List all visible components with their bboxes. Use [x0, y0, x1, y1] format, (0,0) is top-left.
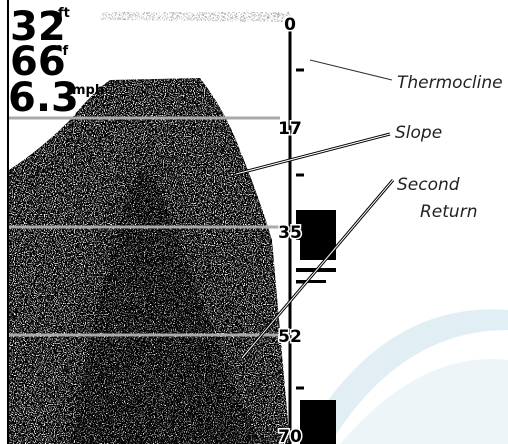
- depth-lines: [9, 116, 280, 337]
- temp-readout: 66: [10, 39, 66, 85]
- watermark: [300, 309, 508, 444]
- thermocline-band: [100, 12, 290, 22]
- depth-label: 17: [278, 119, 302, 139]
- fish-id-bars: [296, 210, 336, 444]
- speed-readout: 6.3: [8, 75, 79, 121]
- depth-label: 0: [284, 15, 296, 35]
- second-return-label: Second: [397, 175, 460, 195]
- depth-ticks: [296, 68, 304, 390]
- depth-label: 35: [278, 223, 302, 243]
- slope-label: Slope: [395, 123, 442, 143]
- second-return-core: [70, 172, 260, 444]
- second-return-leader-inner: [241, 179, 394, 359]
- slope-leader-inner: [235, 133, 391, 175]
- depth-unit: ft: [58, 6, 70, 21]
- thermocline-label: Thermocline: [397, 73, 503, 93]
- thermocline-leader: [309, 59, 393, 81]
- second-return-label: Return: [420, 202, 477, 222]
- temp-unit: °f: [56, 44, 69, 59]
- depth-readout: 32: [10, 4, 66, 50]
- speed-unit: mph: [72, 83, 104, 98]
- depth-label: 70: [278, 427, 302, 444]
- depth-label: 52: [278, 327, 302, 347]
